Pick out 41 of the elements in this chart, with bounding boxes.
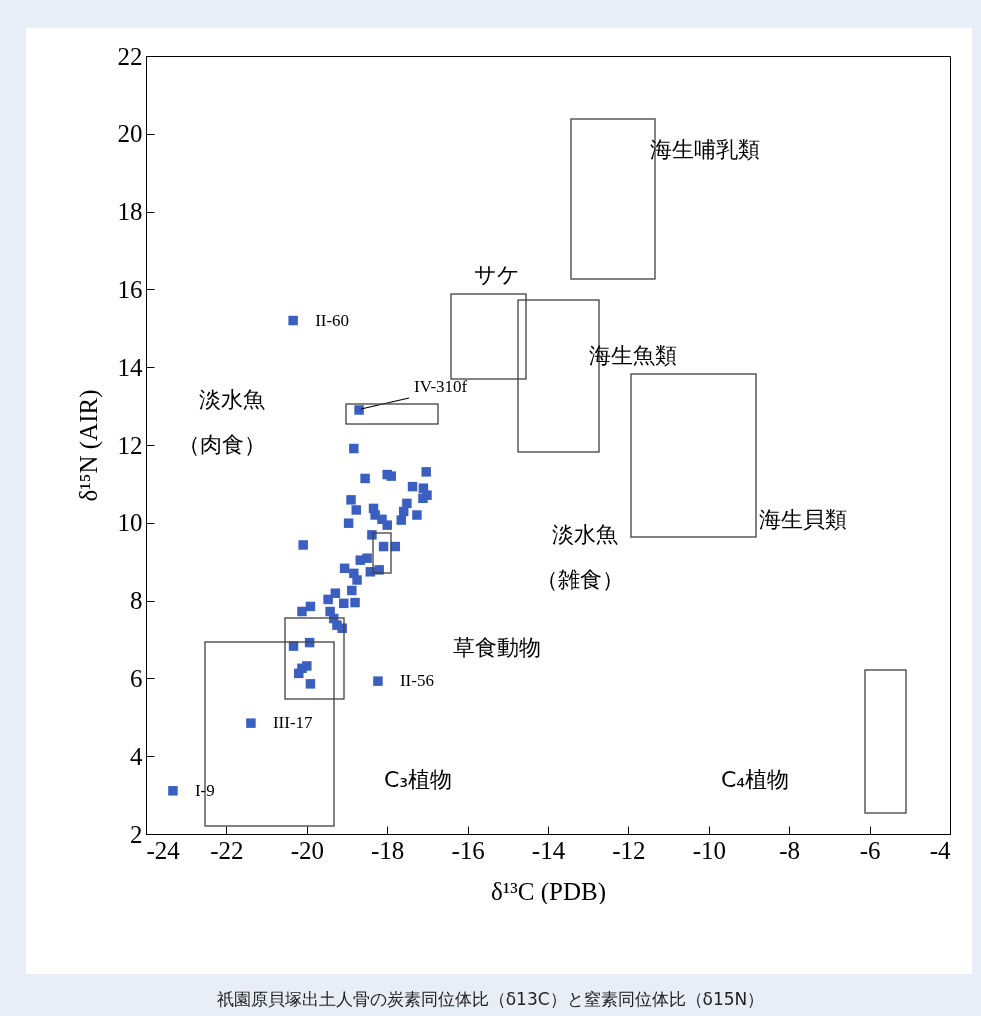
- x-tick-label: -6: [859, 836, 881, 864]
- annotation: 海生貝類: [759, 506, 847, 534]
- annotation: I-9: [194, 780, 215, 800]
- annotation: （肉食）: [178, 431, 266, 459]
- x-tick-label: -14: [531, 836, 566, 864]
- x-tick-label: -24: [146, 836, 181, 864]
- x-tick-label: -4: [929, 836, 951, 864]
- x-tick-label: -16: [451, 836, 485, 864]
- x-tick-label: -20: [290, 836, 324, 864]
- y-tick-label: 12: [117, 431, 143, 459]
- annotation: II-60: [315, 310, 350, 330]
- y-tick-label: 14: [117, 353, 143, 381]
- y-tick-label: 18: [117, 198, 143, 226]
- text: 祇園原貝塚出土人骨の炭素同位体比（δ13C）と窒素同位体比（δ15N）: [215, 988, 766, 1011]
- annotation: II-56: [399, 671, 434, 691]
- y-tick-label: 16: [117, 275, 143, 303]
- x-tick-label: -22: [210, 836, 244, 864]
- annotation: （雑食）: [536, 566, 624, 594]
- y-tick-label: 4: [130, 742, 143, 770]
- annotation: 草食動物: [453, 634, 541, 662]
- y-tick-label: 6: [130, 664, 143, 692]
- x-tick-label: -8: [779, 836, 801, 864]
- annotation: サケ: [474, 261, 520, 289]
- y-tick-label: 22: [117, 42, 143, 70]
- annotation: III-17: [272, 713, 314, 733]
- annotation: 淡水魚: [199, 386, 265, 414]
- annotation: IV-310f: [414, 376, 468, 396]
- y-axis-title: δ¹⁵N (AIR): [74, 389, 103, 502]
- x-axis-title: δ¹³C (PDB): [491, 877, 606, 906]
- x-tick-label: -12: [612, 836, 646, 864]
- x-tick-label: -18: [371, 836, 405, 864]
- y-tick-label: 10: [117, 509, 143, 537]
- y-tick-label: 20: [117, 120, 143, 148]
- x-tick-label: -10: [692, 836, 726, 864]
- y-tick-label: 2: [130, 820, 143, 848]
- annotation: 海生魚類: [589, 342, 677, 370]
- annotation: C₄植物: [720, 766, 790, 794]
- y-tick-label: 8: [130, 587, 143, 615]
- annotation: C₃植物: [383, 766, 453, 794]
- annotation: 淡水魚: [552, 521, 618, 549]
- annotation: 海生哺乳類: [650, 136, 760, 164]
